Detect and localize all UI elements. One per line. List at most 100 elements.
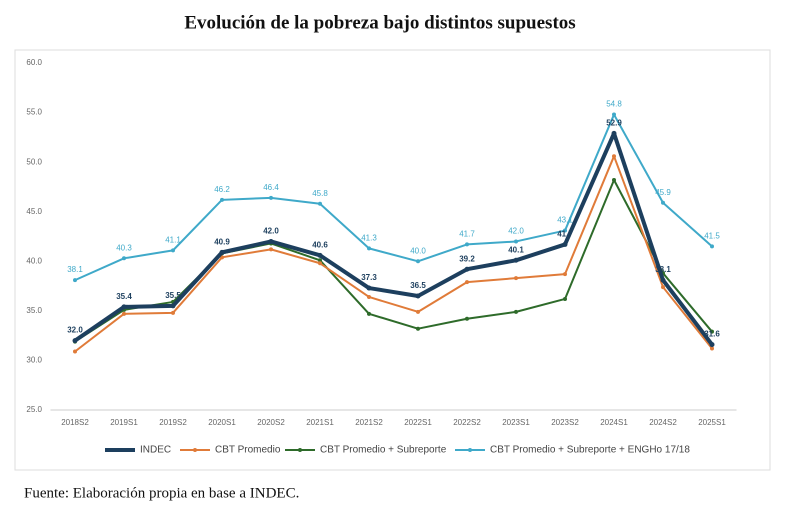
value-label: 45.9 [655,188,671,197]
point [514,239,518,244]
value-label: 42.0 [263,227,279,236]
value-label: 37.3 [361,273,377,282]
value-label: 35.4 [116,292,132,301]
value-label: 40.6 [312,240,328,249]
x-tick-label: 2021S1 [306,418,334,427]
point [563,272,567,277]
x-tick-label: 2022S2 [453,418,481,427]
point [465,242,469,247]
point [710,329,714,334]
value-label: 43.1 [557,216,573,225]
x-tick-label: 2024S2 [649,418,677,427]
value-label: 32.0 [67,326,83,335]
point [563,296,567,301]
point [416,326,420,331]
chart-frame [14,49,771,471]
point [318,258,322,263]
value-label: 35.5 [165,291,181,300]
series-line [74,155,713,353]
value-label: 36.5 [410,281,426,290]
point [122,311,126,316]
point [709,342,715,348]
y-tick-label: 60.0 [26,58,42,67]
legend-marker [193,448,197,452]
point [416,309,420,314]
point [464,266,470,272]
x-tick-label: 2025S1 [698,418,726,427]
point [661,285,665,290]
value-label: 42.0 [508,227,524,236]
point [318,201,322,206]
point [563,228,567,233]
y-tick-label: 45.0 [26,207,42,216]
value-label: 40.9 [214,237,230,246]
point [612,112,616,117]
value-label: 54.8 [606,100,622,109]
x-tick-label: 2023S2 [551,418,579,427]
point [710,244,714,249]
point [514,276,518,281]
point [73,349,77,354]
x-tick-label: 2020S2 [257,418,285,427]
value-label: 38.1 [67,265,83,274]
chart-title: Evolución de la pobreza bajo distintos s… [184,12,575,33]
legend-label: CBT Promedio + Subreporte + ENGHo 17/18 [490,445,690,456]
y-tick-label: 35.0 [26,306,42,315]
point [367,294,371,299]
y-tick-label: 30.0 [26,356,42,365]
point [170,303,176,309]
point [465,280,469,285]
point [367,246,371,251]
x-tick-label: 2023S1 [502,418,530,427]
legend-marker [118,448,122,452]
x-tick-label: 2020S1 [208,418,236,427]
point [366,285,372,291]
value-label: 40.3 [116,243,132,252]
series-line [74,178,713,343]
point [171,310,175,315]
x-tick-label: 2022S1 [404,418,432,427]
value-label: 40.1 [508,245,524,254]
value-label: 41.7 [557,230,573,239]
series-line [73,131,714,346]
value-label: 41.1 [165,235,181,244]
point [367,311,371,316]
x-tick-label: 2019S1 [110,418,138,427]
value-label: 45.8 [312,189,328,198]
value-label: 31.6 [704,330,720,339]
point [171,248,175,253]
point [73,278,77,283]
point [121,304,127,310]
point [122,256,126,261]
y-tick-label: 50.0 [26,157,42,166]
legend-marker [298,448,302,452]
legend-label: CBT Promedio + Subreporte [320,445,447,456]
x-tick-label: 2021S2 [355,418,383,427]
point [612,154,616,159]
x-tick-label: 2024S1 [600,418,628,427]
y-tick-label: 55.0 [26,108,42,117]
y-tick-label: 25.0 [26,405,42,414]
value-label: 52.9 [606,119,622,128]
point [72,338,78,344]
point [660,277,666,283]
value-label: 41.7 [459,230,475,239]
value-label: 39.2 [459,254,475,263]
point [465,316,469,321]
point [562,241,568,247]
point [269,247,273,252]
point [611,130,617,136]
y-tick-label: 40.0 [26,256,42,265]
source-note: Fuente: Elaboración propia en base a IND… [24,485,299,501]
x-tick-label: 2018S2 [61,418,89,427]
series-line [74,113,713,282]
point [317,252,323,258]
point [415,293,421,299]
point [269,195,273,200]
x-tick-label: 2019S2 [159,418,187,427]
value-label: 38.1 [655,265,671,274]
point [514,309,518,314]
legend-marker [468,448,472,452]
value-label: 41.3 [361,234,377,243]
